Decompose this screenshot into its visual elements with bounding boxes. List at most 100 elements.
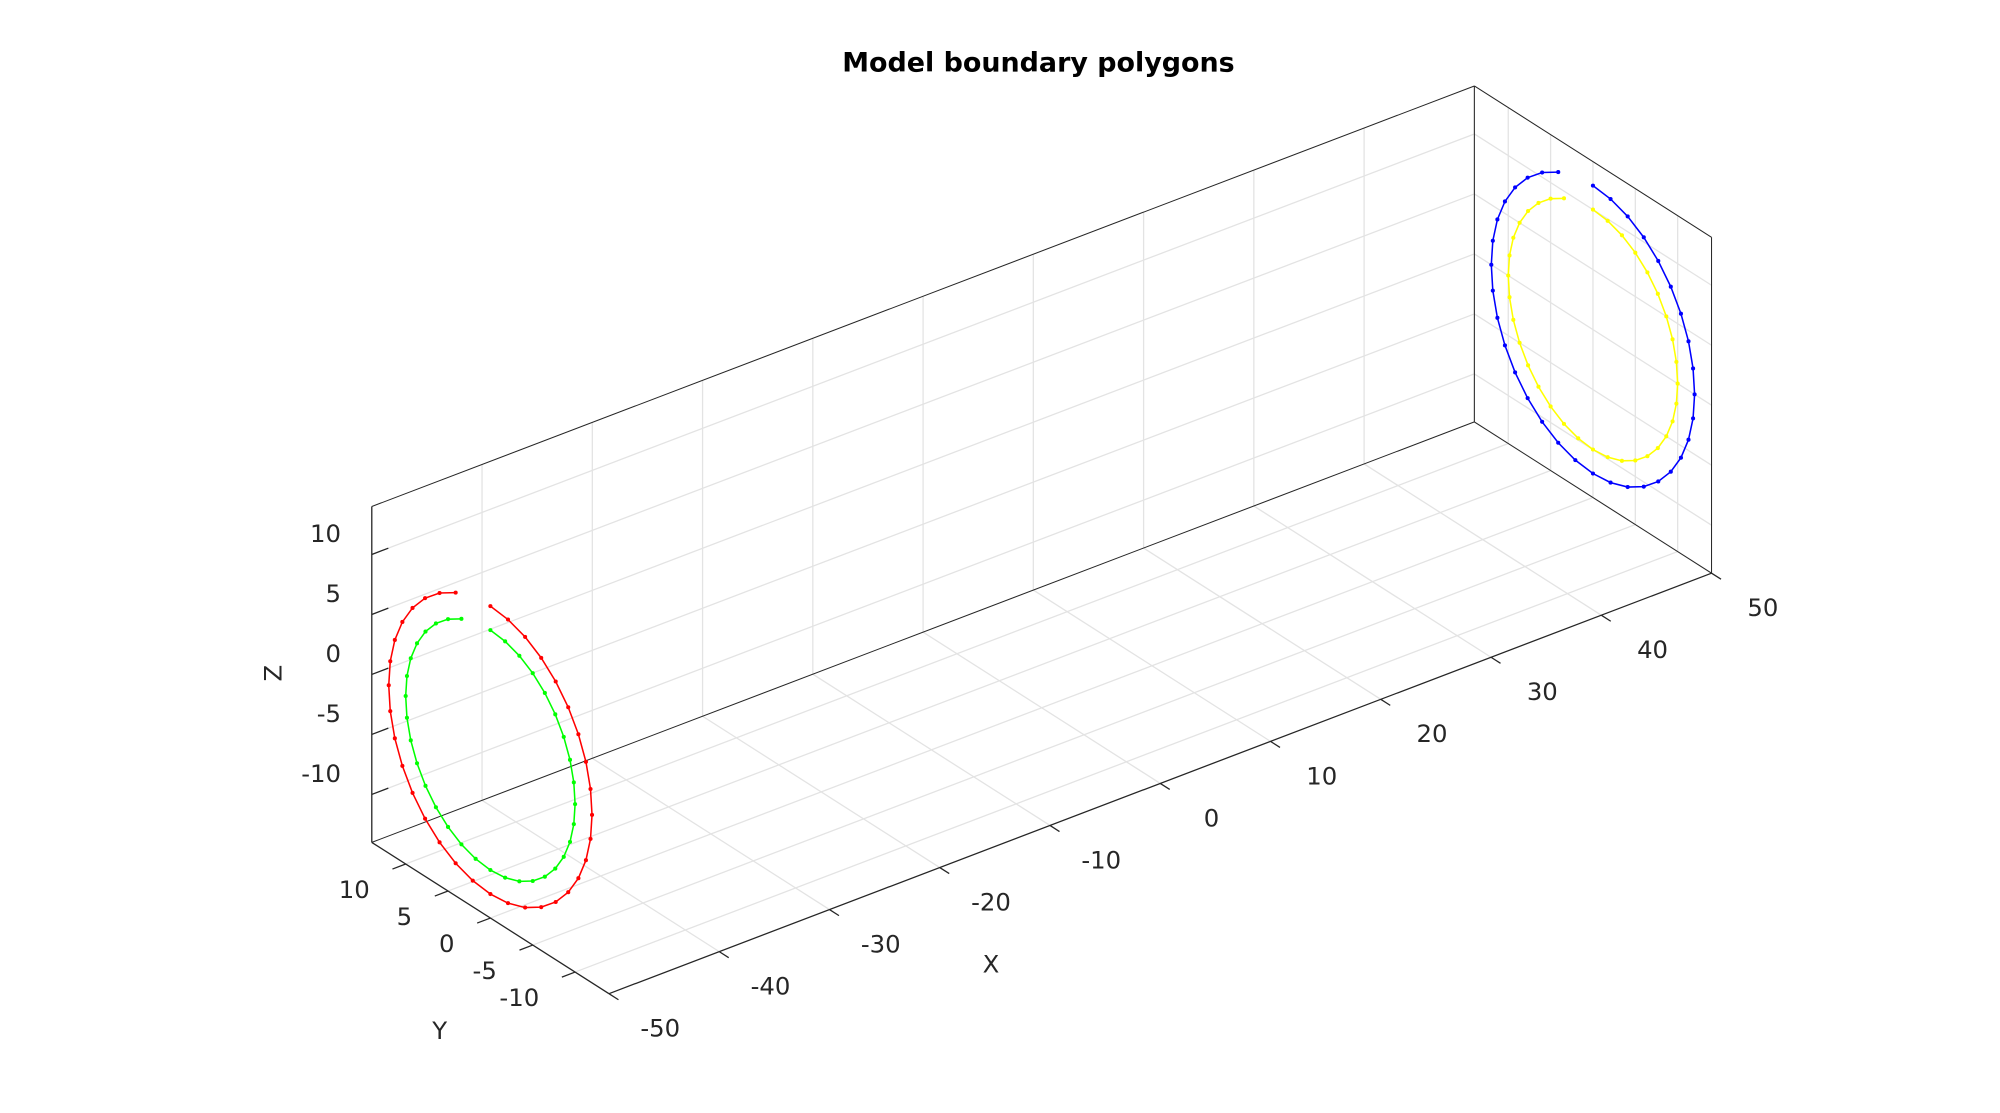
vertex-marker: [470, 878, 475, 883]
vertex-marker: [542, 874, 547, 879]
vertex-marker: [576, 876, 581, 881]
y-tick: [561, 971, 576, 978]
vertex-marker: [566, 890, 571, 895]
vertex-marker: [1678, 455, 1684, 460]
x-tick: [1270, 740, 1281, 748]
vertex-marker: [437, 840, 442, 845]
y-tick-label: 0: [439, 929, 455, 958]
vertex-marker: [1645, 454, 1650, 459]
x-tick-label: 50: [1747, 593, 1778, 622]
y-tick-label: 10: [339, 875, 370, 904]
x-tick-label: 0: [1204, 803, 1220, 832]
vertex-marker: [1525, 396, 1530, 401]
vertex-marker: [1678, 311, 1684, 316]
vertex-marker: [539, 655, 544, 660]
vertex-marker: [1513, 185, 1518, 190]
vertex-marker: [571, 780, 576, 785]
box-edge: [1474, 85, 1712, 238]
polygon-line: [404, 618, 576, 883]
z-tick-label: -10: [301, 759, 341, 788]
vertex-marker: [1490, 288, 1495, 293]
vertex-marker: [1608, 480, 1613, 485]
vertex-marker: [433, 805, 438, 810]
vertex-marker: [567, 839, 573, 844]
vertex-marker: [505, 901, 511, 906]
vertex-marker: [561, 854, 566, 859]
z-tick: [371, 787, 389, 796]
vertex-marker: [523, 905, 528, 910]
vertex-marker: [553, 899, 558, 905]
grid-line: [574, 550, 1678, 973]
grid-line: [1474, 193, 1712, 346]
z-tick-label: -5: [317, 699, 341, 728]
x-tick-label: -20: [971, 887, 1011, 916]
vertex-marker: [542, 690, 547, 695]
vertex-marker: [488, 604, 493, 609]
vertex-marker: [423, 816, 428, 821]
vertex-marker: [530, 671, 535, 676]
vertex-marker: [410, 790, 415, 795]
vertex-marker: [503, 639, 508, 644]
vertex-marker: [1670, 419, 1675, 424]
vertex-marker: [523, 634, 528, 639]
vertex-marker: [1540, 170, 1545, 175]
vertex-marker: [453, 590, 458, 595]
vertex-marker: [445, 824, 451, 830]
vertex-marker: [1526, 363, 1531, 368]
vertex-marker: [553, 712, 558, 717]
vertex-marker: [1691, 366, 1696, 371]
vertex-marker: [1668, 469, 1673, 474]
vertex-marker: [1655, 446, 1660, 451]
x-tick-label: -50: [640, 1014, 680, 1043]
x-tick-label: -10: [1081, 845, 1121, 874]
vertex-marker: [576, 732, 581, 737]
vertex-marker: [459, 842, 464, 847]
vertex-marker: [530, 878, 535, 884]
vertex-marker: [423, 783, 428, 788]
z-tick-label: 0: [326, 639, 342, 668]
x-tick: [939, 866, 950, 875]
vertex-marker: [1656, 479, 1661, 484]
vertex-marker: [400, 619, 405, 625]
vertex-marker: [392, 637, 397, 643]
vertex-marker: [1590, 471, 1595, 476]
z-tick: [371, 727, 389, 736]
vertex-marker: [1507, 253, 1512, 258]
vertex-marker: [1576, 436, 1581, 441]
vertex-marker: [1490, 238, 1495, 243]
vertex-marker: [1641, 235, 1646, 240]
vertex-marker: [388, 659, 393, 664]
z-axis-label: Z: [258, 665, 287, 682]
vertex-marker: [386, 683, 391, 688]
vertex-marker: [437, 590, 442, 596]
vertex-marker: [1670, 337, 1675, 342]
vertex-marker: [1513, 370, 1518, 375]
box-edge: [1474, 421, 1712, 574]
vertex-marker: [1502, 199, 1507, 204]
vertex-marker: [1645, 270, 1650, 275]
vertex-marker: [539, 905, 544, 910]
vertex-marker: [1625, 484, 1630, 490]
x-tick: [829, 909, 840, 917]
x-tick: [1159, 782, 1171, 791]
vertex-marker: [553, 866, 558, 871]
y-tick: [434, 890, 449, 897]
vertex-marker: [1525, 175, 1530, 180]
vertex-marker: [1506, 273, 1511, 278]
y-tick-label: -5: [473, 956, 497, 985]
vertex-marker: [1641, 484, 1646, 489]
vertex-marker: [445, 617, 451, 622]
grid-line: [490, 496, 1594, 919]
x-axis-label: X: [983, 949, 1000, 978]
x-tick: [608, 993, 619, 1001]
z-tick: [371, 607, 389, 616]
vertex-marker: [1664, 434, 1669, 439]
vertex-marker: [1664, 314, 1669, 319]
x-tick-label: 40: [1637, 635, 1668, 664]
vertex-marker: [410, 605, 415, 610]
vertex-marker: [408, 656, 413, 661]
vertex-marker: [1511, 317, 1516, 322]
vertex-marker: [1633, 250, 1638, 255]
vertex-marker: [588, 836, 593, 841]
vertex-marker: [404, 715, 409, 720]
